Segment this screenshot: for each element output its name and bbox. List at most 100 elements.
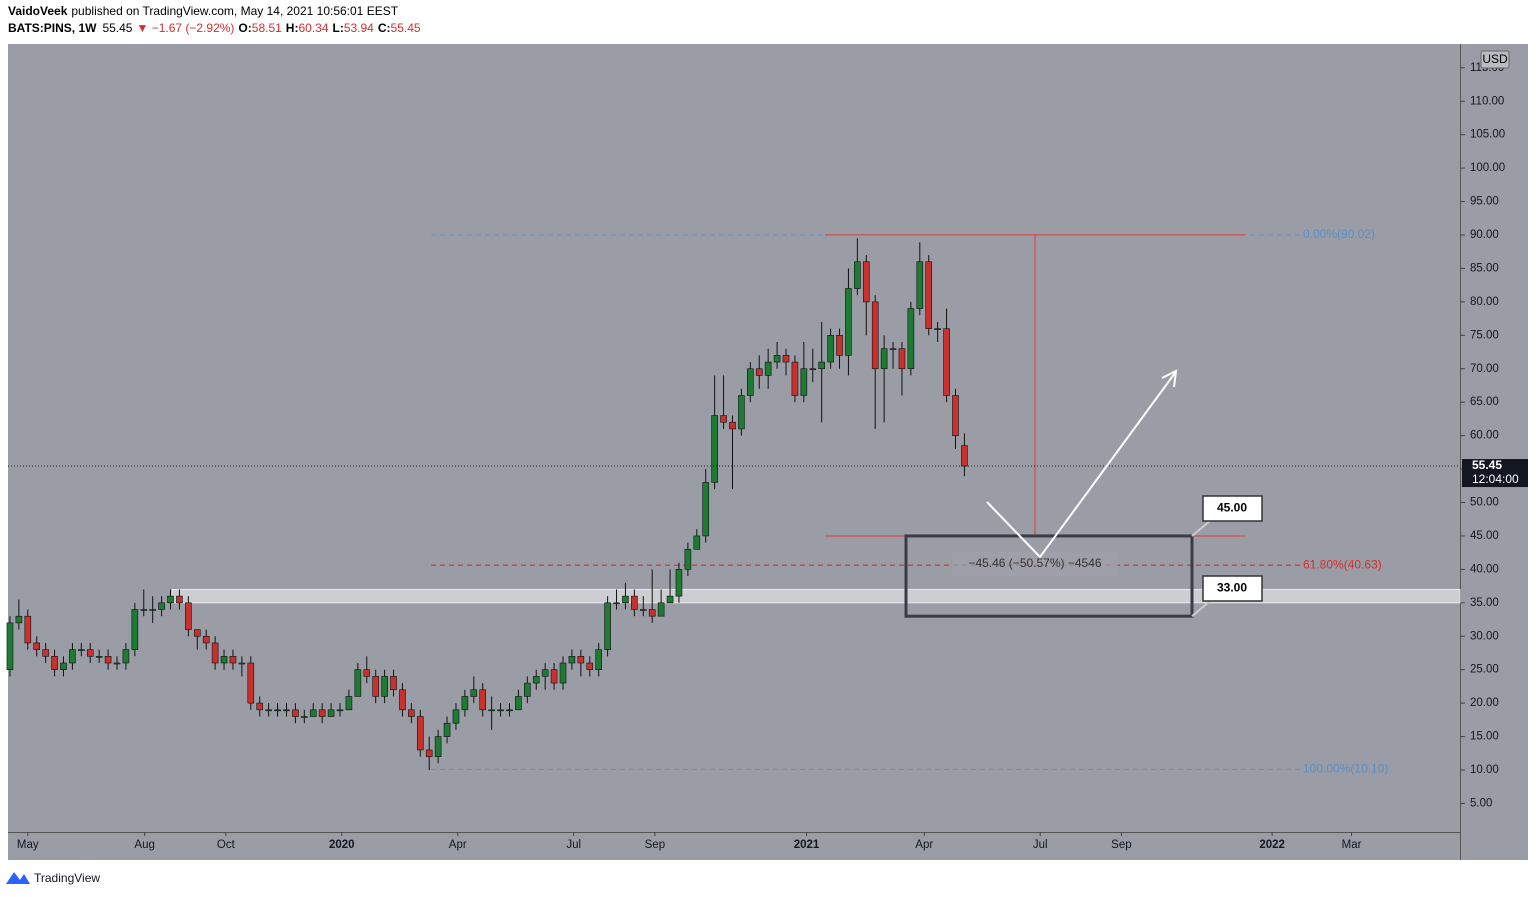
x-tick-label: Apr bbox=[915, 839, 933, 851]
candle-body bbox=[729, 421, 736, 430]
callout-line bbox=[1191, 520, 1211, 537]
candle-body bbox=[274, 709, 281, 712]
candle-body bbox=[24, 615, 32, 644]
candle-body bbox=[78, 649, 85, 651]
candle-body bbox=[657, 602, 665, 617]
candle-body bbox=[158, 602, 165, 610]
y-tick-label: 105.00 bbox=[1470, 129, 1505, 141]
x-tick-label: Jul bbox=[566, 839, 581, 851]
candle-body bbox=[889, 348, 897, 350]
chart-bg bbox=[8, 44, 1528, 860]
callout-label: 33.00 bbox=[1217, 581, 1247, 595]
candle-body bbox=[69, 649, 76, 664]
currency-box bbox=[1480, 50, 1510, 69]
candle-body bbox=[836, 335, 843, 356]
y-tick-label: 40.00 bbox=[1470, 563, 1499, 575]
candle-body bbox=[408, 709, 415, 717]
y-tick-label: 110.00 bbox=[1470, 95, 1504, 107]
candle-body bbox=[916, 261, 924, 309]
last-price: 55.45 bbox=[102, 21, 132, 35]
candle-body bbox=[943, 328, 950, 396]
last-price-label: 55.45 bbox=[1472, 458, 1502, 472]
candle-body bbox=[854, 261, 861, 289]
x-tick-label: May bbox=[17, 839, 39, 851]
candle-body bbox=[666, 595, 674, 604]
x-tick-label: Jul bbox=[1033, 839, 1048, 851]
candle-body bbox=[925, 261, 933, 329]
x-tick-label: Apr bbox=[449, 839, 467, 851]
fib-label: 0.00%(90.02) bbox=[1303, 227, 1375, 241]
candle-body bbox=[693, 535, 701, 550]
callout-box bbox=[1202, 495, 1263, 522]
candle-body bbox=[470, 689, 478, 697]
candle-body bbox=[452, 709, 460, 724]
candle-body bbox=[113, 662, 121, 665]
footer-logo: TradingView bbox=[6, 871, 100, 885]
candle-body bbox=[720, 415, 727, 423]
candle-body bbox=[871, 301, 879, 370]
candle-body bbox=[372, 676, 379, 697]
ohlc-key: H: bbox=[286, 21, 299, 35]
y-tick-label: 90.00 bbox=[1470, 229, 1499, 241]
candle-body bbox=[541, 669, 549, 677]
candle-body bbox=[532, 676, 540, 684]
candle-body bbox=[318, 709, 326, 717]
x-tick-label: Mar bbox=[1342, 839, 1362, 851]
x-tick-label: 2022 bbox=[1259, 839, 1285, 851]
y-tick-label: 5.00 bbox=[1470, 797, 1492, 809]
y-tick-label: 75.00 bbox=[1470, 329, 1499, 341]
candle-body bbox=[193, 629, 201, 637]
candle-body bbox=[862, 261, 870, 303]
candle-body bbox=[176, 595, 183, 604]
y-tick-label: 60.00 bbox=[1470, 430, 1499, 442]
symbol: BATS:PINS, 1W bbox=[8, 21, 97, 35]
y-tick-label: 85.00 bbox=[1470, 262, 1499, 274]
y-tick-label: 25.00 bbox=[1470, 664, 1499, 676]
candle-body bbox=[479, 689, 487, 711]
measure-label-bg bbox=[952, 552, 1118, 576]
x-tick-label: Sep bbox=[645, 839, 665, 851]
candle-body bbox=[60, 662, 67, 670]
candle-body bbox=[292, 709, 299, 717]
candle-body bbox=[354, 669, 362, 697]
plot: 5.00 10.00 15.00 20.00 25.00 30.00 35.00 40.00 4… bbox=[6, 50, 1528, 851]
candle-body bbox=[202, 635, 210, 644]
candle-body bbox=[220, 656, 228, 664]
candle-body bbox=[390, 676, 397, 691]
candle-body bbox=[755, 368, 763, 376]
candle-body bbox=[149, 609, 156, 611]
published: published on TradingView.com, May 14, 20… bbox=[71, 4, 398, 18]
countdown: 12:04:00 bbox=[1472, 472, 1519, 486]
candle-body bbox=[327, 709, 335, 717]
candle-body bbox=[782, 355, 790, 363]
candle-body bbox=[577, 656, 585, 664]
support-zone bbox=[171, 588, 1461, 604]
candle-body bbox=[524, 682, 531, 697]
candle-body bbox=[185, 602, 192, 630]
candle-body bbox=[747, 368, 754, 396]
candle-body bbox=[684, 549, 692, 570]
candle-body bbox=[15, 615, 23, 624]
candle-body bbox=[613, 602, 620, 605]
ohlc-key: C: bbox=[378, 21, 391, 35]
y-tick-label: 70.00 bbox=[1470, 363, 1499, 375]
candle-body bbox=[416, 716, 424, 751]
ohlc-value: 60.34 bbox=[298, 21, 328, 35]
candle-body bbox=[515, 696, 522, 711]
candle-body bbox=[265, 709, 272, 712]
candle-body bbox=[301, 716, 308, 718]
candle-body bbox=[95, 656, 103, 658]
candle-body bbox=[568, 656, 576, 664]
fib-label: 61.80%(40.63) bbox=[1303, 557, 1382, 571]
candle-body bbox=[381, 676, 388, 697]
candle-body bbox=[586, 662, 594, 670]
y-tick-label: 50.00 bbox=[1470, 497, 1499, 509]
candle-body bbox=[738, 395, 745, 430]
candle-body bbox=[399, 689, 406, 711]
candle-body bbox=[229, 656, 237, 664]
candle-body bbox=[104, 656, 112, 664]
callout-line bbox=[1191, 600, 1211, 617]
candle-body bbox=[309, 709, 317, 717]
